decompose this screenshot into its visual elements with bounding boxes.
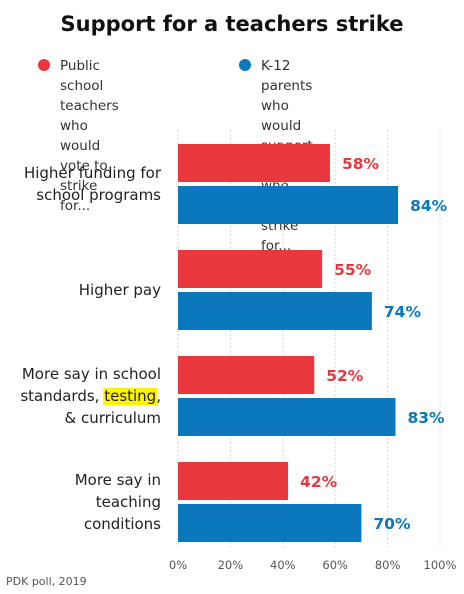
highlight-mark: [103, 388, 158, 405]
bar-parents: [178, 292, 372, 330]
category-label: Higher pay: [79, 281, 161, 299]
data-label: 83%: [407, 409, 445, 427]
bar-teachers: [178, 144, 330, 182]
chart-title: Support for a teachers strike: [60, 12, 404, 36]
x-tick-label: 20%: [218, 558, 244, 572]
bar-parents: [178, 504, 362, 542]
x-tick-label: 60%: [322, 558, 348, 572]
category-label: standards, testing,: [20, 387, 161, 405]
data-label: 42%: [300, 473, 338, 491]
category-label: school programs: [36, 186, 161, 204]
x-tick-label: 0%: [169, 558, 187, 572]
data-label: 84%: [410, 197, 448, 215]
bar-parents: [178, 186, 399, 224]
bar-teachers: [178, 250, 323, 288]
source-note: PDK poll, 2019: [6, 575, 87, 588]
category-label: More say in school: [22, 365, 161, 383]
highlighted-word: testing: [104, 387, 156, 405]
data-label: 70%: [373, 515, 411, 533]
x-tick-label: 80%: [375, 558, 401, 572]
category-label: conditions: [84, 515, 161, 533]
x-tick-label: 40%: [270, 558, 296, 572]
bar-parents: [178, 398, 396, 436]
data-label: 58%: [342, 155, 380, 173]
bar-teachers: [178, 462, 289, 500]
category-label: More say in: [75, 471, 161, 489]
data-label: 55%: [334, 261, 372, 279]
data-label: 74%: [384, 303, 422, 321]
data-label: 52%: [326, 367, 364, 385]
category-label: teaching: [96, 493, 161, 511]
category-label: & curriculum: [65, 409, 162, 427]
legend-label-teachers: Public school teachers who would vote to…: [60, 58, 119, 214]
legend-dot-parents: [239, 59, 251, 71]
x-tick-label: 100%: [424, 558, 457, 572]
category-label: Higher funding for: [24, 164, 162, 182]
bar-teachers: [178, 356, 315, 394]
legend-dot-teachers: [38, 59, 50, 71]
